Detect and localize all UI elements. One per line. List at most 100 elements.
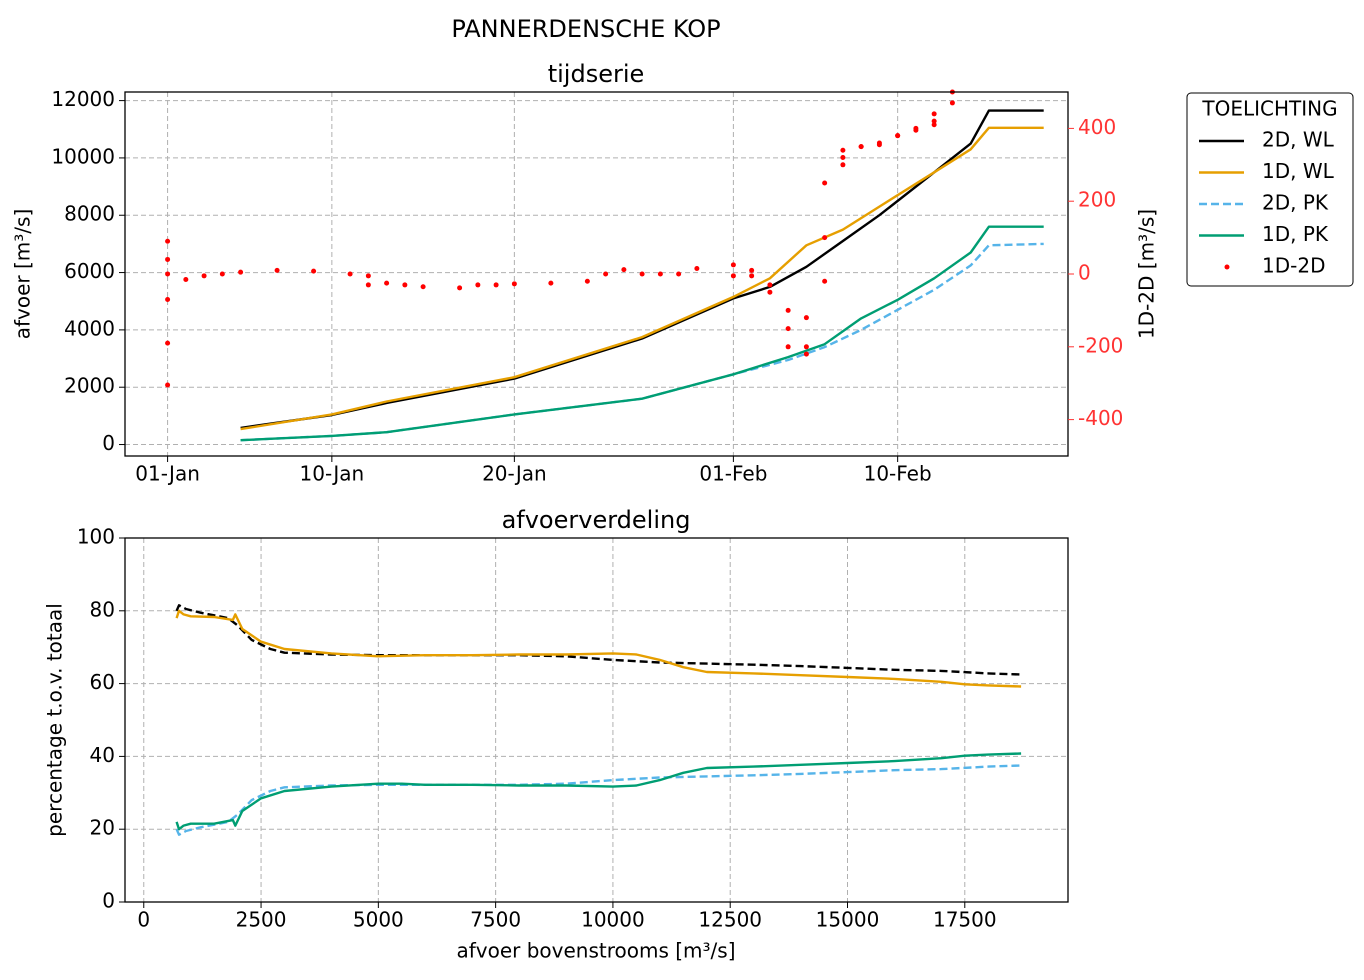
timeseries-point [584, 278, 590, 284]
timeseries-point [803, 344, 809, 350]
timeseries-point [402, 282, 408, 288]
distribution-y-tick-label: 40 [90, 743, 115, 767]
timeseries-point [822, 235, 828, 241]
timeseries-point [858, 144, 864, 150]
timeseries-point [621, 267, 627, 273]
timeseries-point [822, 180, 828, 186]
distribution-x-tick-label: 2500 [236, 908, 287, 932]
timeseries-point [603, 271, 609, 277]
distribution-x-tick-label: 15000 [816, 908, 880, 932]
distribution-series-2d-wl [175, 604, 1022, 676]
timeseries-point [785, 344, 791, 350]
timeseries-x-tick-label: 10-Feb [864, 462, 932, 486]
legend-label-1d-pk: 1D, PK [1262, 222, 1329, 246]
timeseries-y-tick-label: 4000 [64, 316, 115, 340]
legend-label-1d-wl: 1D, WL [1262, 159, 1335, 183]
timeseries-y-tick-label: 10000 [51, 144, 115, 168]
distribution-x-tick-label: 10000 [581, 908, 645, 932]
timeseries-point [767, 289, 773, 295]
timeseries-point [365, 282, 371, 288]
legend-items: 2D, WL 1D, WL 2D, PK 1D, PK 1D-2D [1199, 128, 1335, 278]
timeseries-point [384, 280, 390, 286]
distribution-chart: afvoerverdeling 0 2500 5000 7500 10000 12500 1… [43, 506, 1069, 963]
timeseries-point [165, 296, 171, 302]
timeseries-point [183, 276, 189, 282]
timeseries-y-tick-label: 8000 [64, 202, 115, 226]
timeseries-point [493, 282, 499, 288]
timeseries-point [657, 271, 663, 277]
timeseries-point [931, 118, 937, 124]
timeseries-point [840, 162, 846, 168]
timeseries-point [457, 285, 463, 291]
timeseries-x-tick-label: 01-Jan [135, 462, 200, 486]
timeseries-point [949, 100, 955, 106]
timeseries-y2-axis-label: 1D-2D [m³/s] [1135, 209, 1159, 339]
distribution-x-ticks: 0 2500 5000 7500 10000 12500 15000 17500 [137, 902, 997, 932]
timeseries-point [165, 271, 171, 277]
distribution-series [175, 604, 1022, 836]
timeseries-y-tick-label: 6000 [64, 259, 115, 283]
timeseries-chart: tijdserie 01-Jan 10-Jan 20-Jan 01-Feb 10-Feb… [11, 60, 1159, 486]
distribution-y-tick-label: 20 [90, 816, 115, 840]
legend-title: TOELICHTING [1201, 97, 1337, 121]
timeseries-point [785, 326, 791, 332]
timeseries-point [749, 267, 755, 273]
timeseries-point [931, 122, 937, 128]
distribution-series-1d-pk [175, 752, 1022, 831]
distribution-y-tick-label: 60 [90, 670, 115, 694]
distribution-y-ticks: 0 20 40 60 80 100 [77, 525, 125, 913]
legend-label-2d-pk: 2D, PK [1262, 191, 1329, 215]
timeseries-point [238, 269, 244, 275]
timeseries-y2-tick-label: -400 [1078, 406, 1123, 430]
timeseries-series-1d-2d [165, 89, 955, 388]
timeseries-point [165, 340, 171, 346]
timeseries-series-1d-wl [240, 126, 1044, 431]
timeseries-point [511, 281, 517, 287]
timeseries-point [548, 280, 554, 286]
timeseries-y2-tick-label: 0 [1078, 261, 1091, 285]
distribution-x-tick-label: 0 [137, 908, 150, 932]
timeseries-point [219, 271, 225, 277]
timeseries-point [913, 125, 919, 131]
timeseries-x-tick-label: 20-Jan [482, 462, 547, 486]
distribution-y-axis-label: percentage t.o.v. totaal [43, 603, 67, 837]
timeseries-point [785, 307, 791, 313]
timeseries-y-axis-label: afvoer [m³/s] [11, 209, 35, 340]
distribution-plot-frame [124, 537, 1069, 903]
distribution-grid [125, 537, 1068, 903]
legend-marker-1d-2d [1224, 264, 1230, 270]
distribution-x-axis-label: afvoer bovenstrooms [m³/s] [456, 939, 735, 963]
timeseries-x-tick-label: 10-Jan [300, 462, 365, 486]
timeseries-point [311, 268, 317, 274]
timeseries-series [165, 89, 1044, 442]
timeseries-point [730, 262, 736, 268]
timeseries-x-ticks: 01-Jan 10-Jan 20-Jan 01-Feb 10-Feb [135, 456, 932, 486]
timeseries-point [639, 271, 645, 277]
timeseries-point [676, 271, 682, 277]
legend-label-1d-2d: 1D-2D [1262, 254, 1325, 278]
distribution-series-1d-wl [175, 609, 1022, 688]
timeseries-point [274, 267, 280, 273]
timeseries-point [420, 284, 426, 290]
timeseries-point [165, 256, 171, 262]
distribution-x-tick-label: 7500 [470, 908, 521, 932]
distribution-y-tick-label: 80 [90, 597, 115, 621]
distribution-y-tick-label: 100 [77, 525, 115, 549]
timeseries-point [165, 238, 171, 244]
timeseries-y-ticks: 0 2000 4000 6000 8000 10000 12000 [51, 87, 125, 455]
timeseries-title: tijdserie [548, 60, 645, 88]
legend-label-2d-wl: 2D, WL [1262, 128, 1335, 152]
distribution-x-tick-label: 12500 [698, 908, 762, 932]
timeseries-point [694, 266, 700, 272]
timeseries-point [730, 273, 736, 279]
timeseries-point [876, 140, 882, 146]
timeseries-point [840, 155, 846, 161]
timeseries-series-2d-wl [240, 109, 1044, 430]
timeseries-series-1d-pk [240, 225, 1044, 442]
timeseries-y2-ticks: -400 -200 0 200 400 [1068, 115, 1123, 430]
distribution-series-2d-pk [175, 764, 1022, 836]
timeseries-point [822, 278, 828, 284]
timeseries-point [840, 147, 846, 153]
figure-title: PANNERDENSCHE KOP [451, 15, 720, 43]
